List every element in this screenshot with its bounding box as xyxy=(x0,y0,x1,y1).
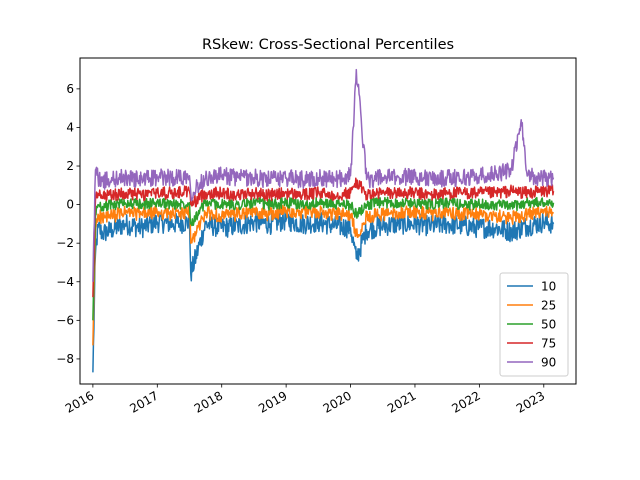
y-tick-label: −2 xyxy=(56,236,74,250)
chart-title: RSkew: Cross-Sectional Percentiles xyxy=(202,37,454,53)
legend-label: 10 xyxy=(541,280,556,294)
legend-label: 50 xyxy=(541,318,556,332)
y-tick-label: 0 xyxy=(66,198,74,212)
y-tick-label: 2 xyxy=(66,159,74,173)
legend: 10 25 50 75 90 xyxy=(499,272,569,377)
legend-label: 75 xyxy=(541,337,556,351)
legend-label: 90 xyxy=(541,356,556,370)
y-tick-label: −8 xyxy=(56,352,74,366)
y-tick-label: −6 xyxy=(56,313,74,327)
plot-frame xyxy=(79,57,577,385)
series-line-75 xyxy=(92,177,555,298)
series-layer xyxy=(92,68,555,373)
series-line-50 xyxy=(92,196,555,321)
y-tick-label: 6 xyxy=(66,82,74,96)
legend-label: 25 xyxy=(541,299,556,313)
y-axis: −8 −6 −4 −2 0 2 4 6 xyxy=(56,82,80,366)
series-line-90 xyxy=(92,68,555,282)
series-line-25 xyxy=(92,204,555,346)
y-tick-label: 4 xyxy=(66,120,74,134)
legend-box xyxy=(499,272,569,377)
y-tick-label: −4 xyxy=(56,275,74,289)
